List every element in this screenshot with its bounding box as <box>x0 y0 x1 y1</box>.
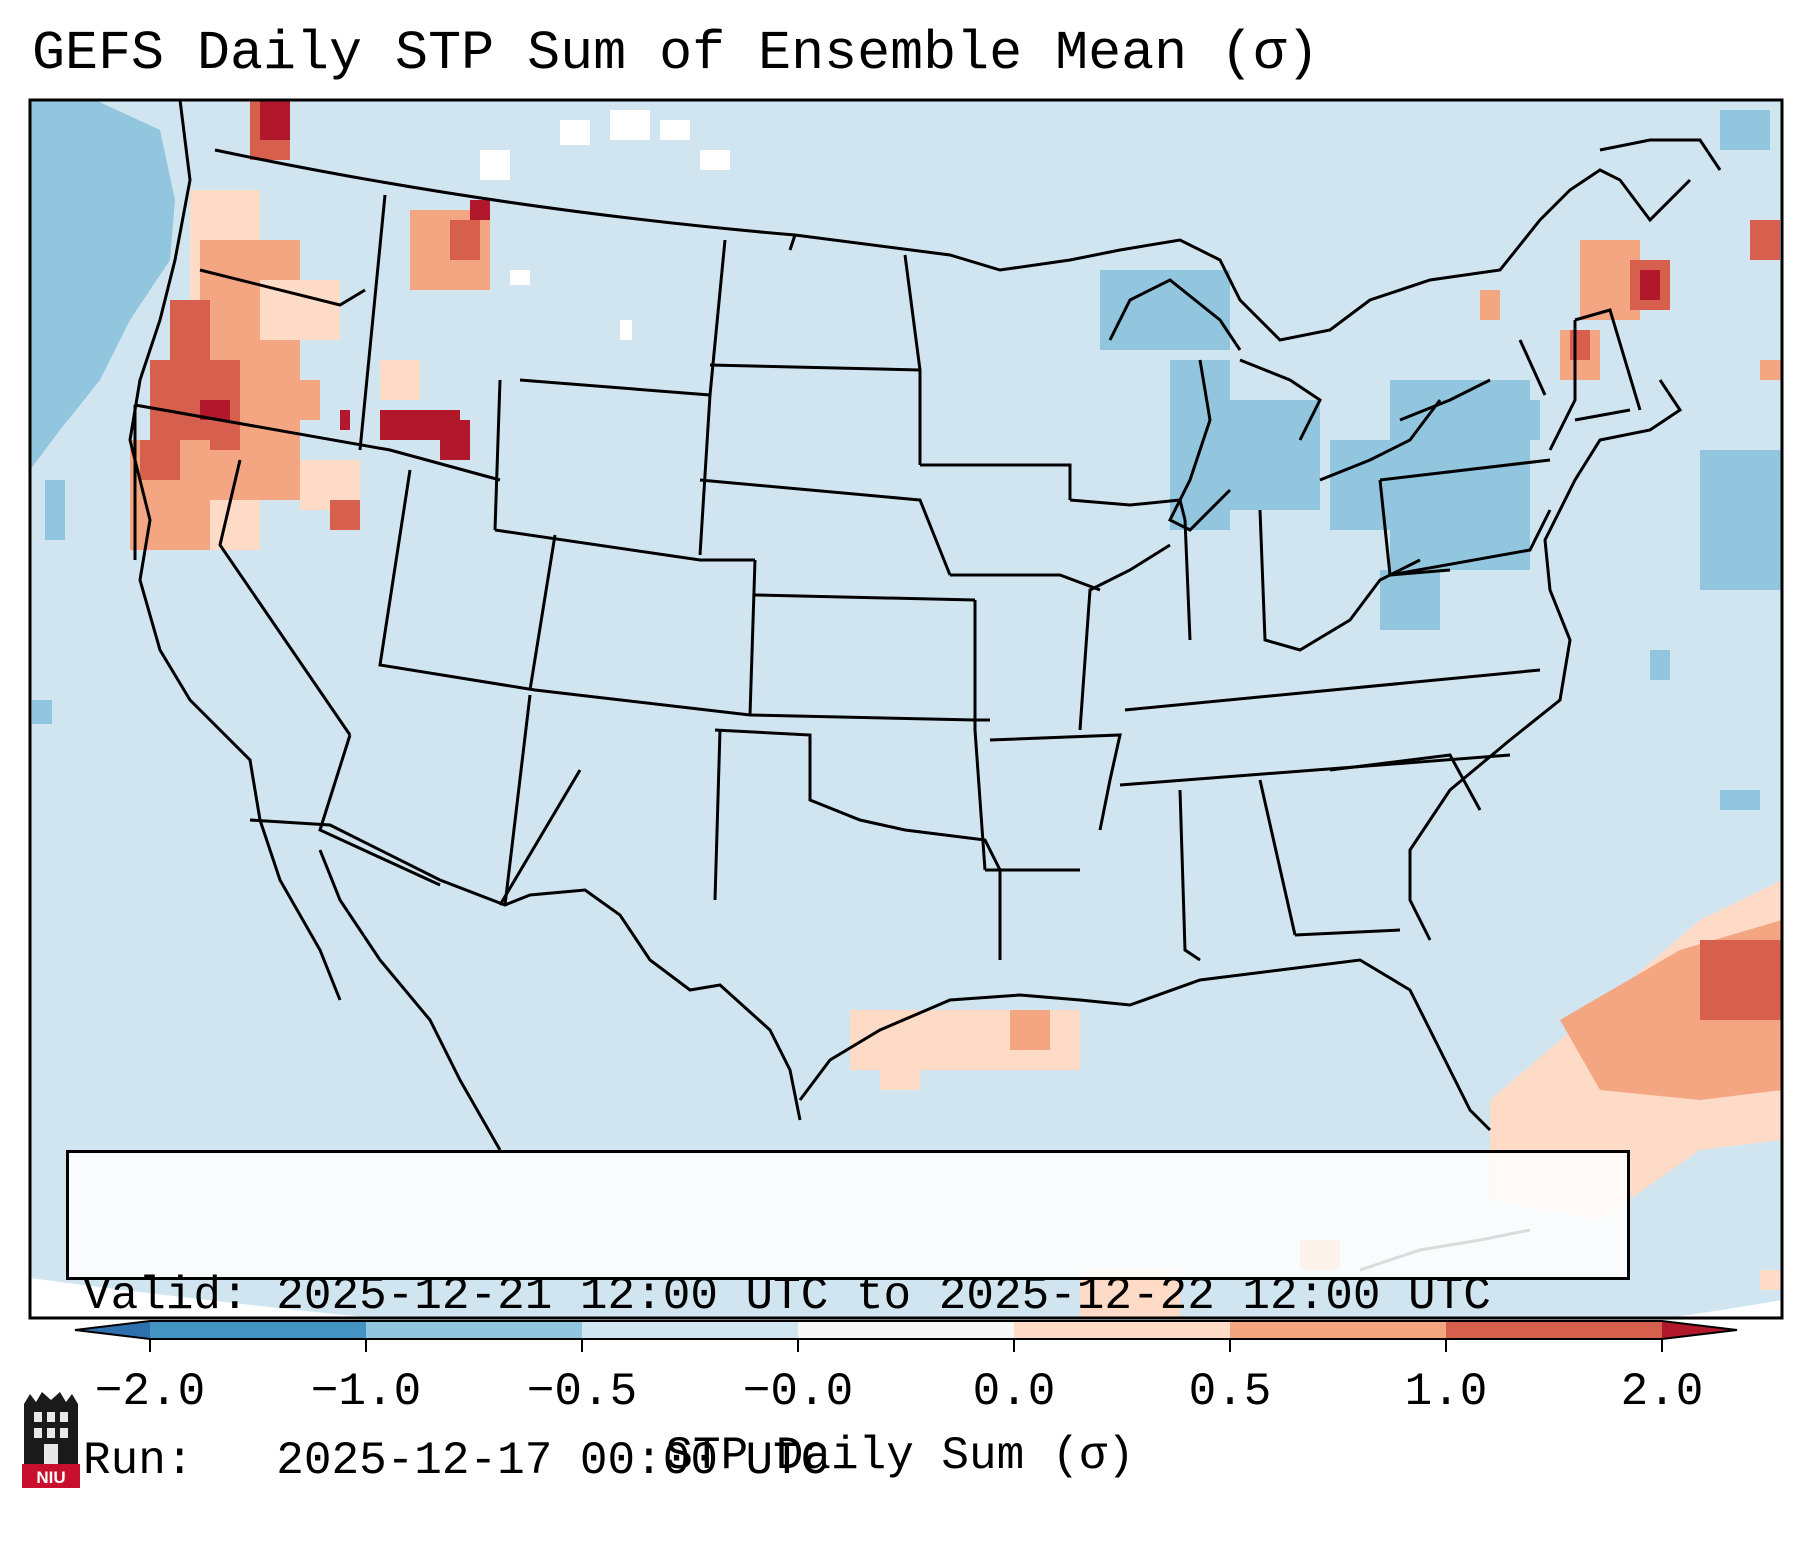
niu-logo: NIU <box>22 1392 80 1488</box>
valid-line: Valid: 2025-12-21 12:00 UTC to 2025-12-2… <box>83 1269 1613 1324</box>
validity-box: Valid: 2025-12-21 12:00 UTC to 2025-12-2… <box>66 1150 1630 1487</box>
run-label: Run: <box>83 1435 194 1487</box>
colorbar-bin-7 <box>1446 1321 1662 1339</box>
colorbar-max-extend <box>1662 1321 1737 1339</box>
colorbar-tick-label: −0.5 <box>526 1366 638 1418</box>
colorbar-bin-3 <box>582 1321 798 1339</box>
colorbar-tick-label: 0.0 <box>972 1366 1056 1418</box>
coastlines <box>128 100 1722 1272</box>
colorbar-tick-label: 1.0 <box>1404 1366 1488 1418</box>
logo-text: NIU <box>36 1468 65 1487</box>
colorbar-tick-label: −0.0 <box>742 1366 854 1418</box>
colorbar-tick-label: 2.0 <box>1620 1366 1704 1418</box>
colorbar-tick-label: −1.0 <box>310 1366 422 1418</box>
colorbar-bin-6 <box>1230 1321 1446 1339</box>
colorbar <box>74 1320 1738 1352</box>
state-borders <box>133 194 1642 962</box>
neutral-cells <box>480 110 730 340</box>
colorbar-label: STP Daily Sum (σ) <box>665 1430 1135 1482</box>
colorbar-bin-2 <box>366 1321 582 1339</box>
colorbar-bin-1 <box>150 1321 366 1339</box>
model-domain <box>30 100 1782 1318</box>
map-frame <box>28 98 1784 1320</box>
run-time: 2025-12-17 00:00 UTC <box>276 1435 829 1487</box>
colorbar-bin-4 <box>798 1321 1014 1339</box>
valid-range: 2025-12-21 12:00 UTC to 2025-12-22 12:00… <box>276 1270 1491 1322</box>
positive-anomaly-cells <box>130 100 1782 1318</box>
colorbar-tick-marks <box>149 1339 1663 1352</box>
colorbar-min-extend <box>75 1321 150 1339</box>
colorbar-tick-label: 0.5 <box>1188 1366 1272 1418</box>
stp-map <box>28 98 1784 1352</box>
run-line: Run: 2025-12-17 00:00 UTC <box>83 1434 1613 1489</box>
country-borders <box>214 148 1692 1121</box>
colorbar-bin-5 <box>1014 1321 1230 1339</box>
colorbar-tick-label: −2.0 <box>94 1366 206 1418</box>
valid-label: Valid: <box>83 1270 249 1322</box>
map-title: GEFS Daily STP Sum of Ensemble Mean (σ) <box>32 22 1320 85</box>
